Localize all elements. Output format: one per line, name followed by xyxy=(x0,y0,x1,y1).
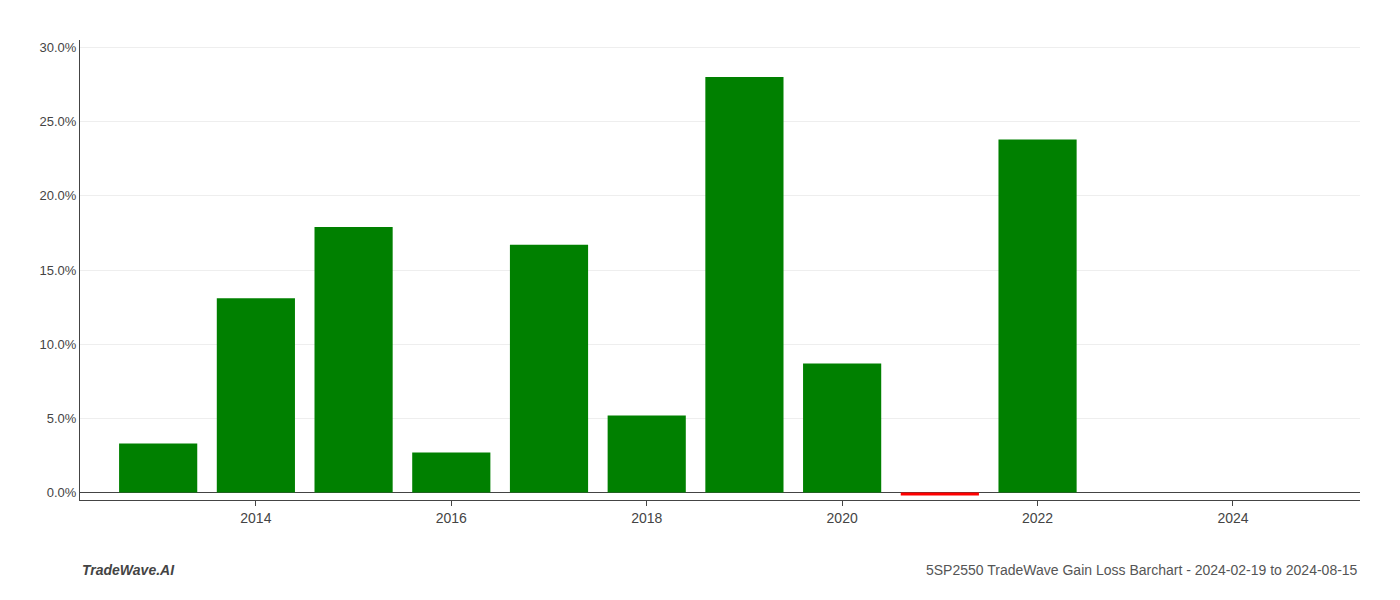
svg-text:25.0%: 25.0% xyxy=(40,114,77,129)
svg-text:15.0%: 15.0% xyxy=(40,263,77,278)
svg-text:2014: 2014 xyxy=(240,510,271,526)
svg-text:2018: 2018 xyxy=(631,510,662,526)
svg-text:0.0%: 0.0% xyxy=(47,485,77,500)
svg-text:20.0%: 20.0% xyxy=(40,188,77,203)
svg-text:5SP2550 TradeWave Gain Loss Ba: 5SP2550 TradeWave Gain Loss Barchart - 2… xyxy=(926,562,1358,578)
svg-text:2024: 2024 xyxy=(1217,510,1248,526)
svg-text:TradeWave.AI: TradeWave.AI xyxy=(82,562,175,578)
svg-text:5.0%: 5.0% xyxy=(47,411,77,426)
svg-text:10.0%: 10.0% xyxy=(40,337,77,352)
svg-text:2020: 2020 xyxy=(827,510,858,526)
svg-text:2022: 2022 xyxy=(1022,510,1053,526)
svg-text:30.0%: 30.0% xyxy=(40,40,77,55)
svg-text:2016: 2016 xyxy=(436,510,467,526)
